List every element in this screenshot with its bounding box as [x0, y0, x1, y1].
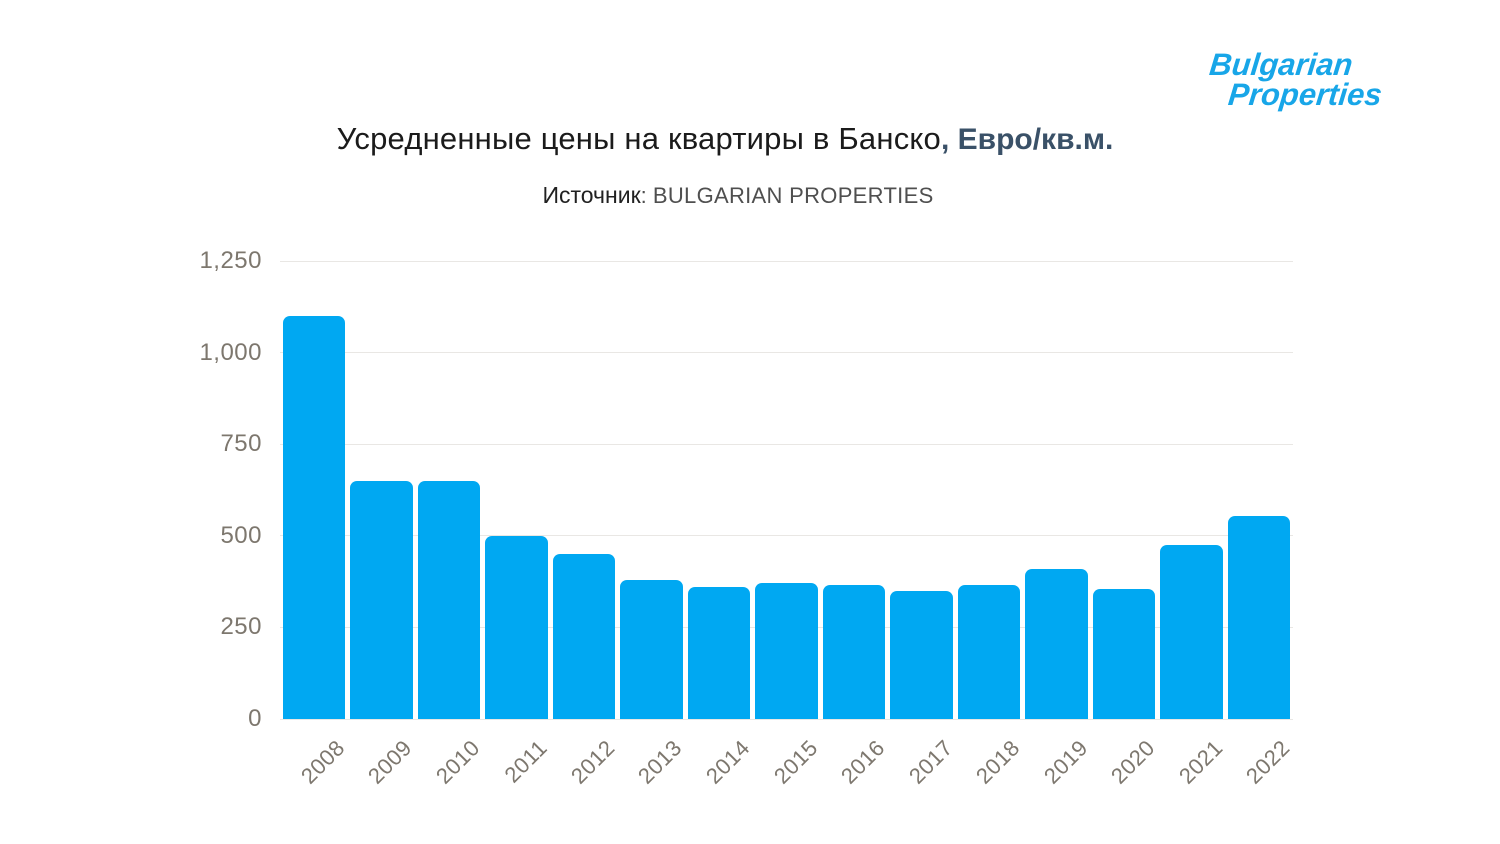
bar-2022	[1227, 515, 1291, 719]
bar-2021	[1160, 544, 1223, 719]
chart-source: Источник: BULGARIAN PROPERTIES	[0, 182, 1476, 209]
x-tick-2021: 2021	[1173, 735, 1228, 789]
bar-2018	[957, 585, 1021, 719]
gridline-500	[280, 535, 1293, 537]
y-tick-500: 500	[220, 521, 262, 549]
bulgarian-properties-logo: Bulgarian Properties	[1205, 47, 1387, 112]
chart-title-main: Усредненные цены на квартиры в Банско	[336, 121, 941, 156]
bar-2014	[687, 587, 751, 719]
y-tick-750: 750	[220, 430, 262, 458]
x-tick-2009: 2009	[363, 735, 417, 789]
y-tick-1250: 1,250	[199, 247, 262, 274]
chart-title: Усредненные цены на квартиры в Банско, Е…	[0, 121, 1450, 157]
logo-text-bulgarian: Bulgarian	[1207, 47, 1355, 82]
chart-title-units: , Евро/кв.м.	[940, 123, 1114, 156]
source-value: BULGARIAN PROPERTIES	[652, 183, 934, 208]
bar-2009	[350, 480, 413, 719]
bar-2020	[1092, 588, 1156, 719]
y-tick-250: 250	[220, 613, 262, 641]
x-tick-2020: 2020	[1106, 735, 1160, 789]
bar-2019	[1025, 568, 1088, 719]
bar-2016	[822, 585, 886, 719]
x-tick-2013: 2013	[633, 735, 688, 789]
y-tick-1000: 1,000	[199, 338, 262, 366]
bar-2012	[552, 554, 616, 719]
gridline-750	[280, 443, 1293, 445]
gridline-1250	[280, 260, 1293, 262]
x-tick-2022: 2022	[1241, 735, 1295, 789]
bar-2017	[890, 590, 953, 719]
x-tick-2014: 2014	[700, 735, 755, 789]
bar-2015	[755, 583, 818, 719]
x-tick-2019: 2019	[1038, 735, 1093, 789]
x-tick-2011: 2011	[499, 735, 553, 788]
source-separator: :	[640, 183, 653, 208]
bar-2011	[485, 535, 548, 719]
gridline-0	[280, 718, 1293, 720]
x-tick-2010: 2010	[430, 735, 485, 789]
x-tick-2012: 2012	[565, 735, 620, 789]
y-tick-0: 0	[248, 705, 262, 732]
logo-text-properties: Properties	[1226, 77, 1384, 112]
x-tick-2017: 2017	[903, 735, 958, 789]
gridline-1000	[280, 352, 1293, 354]
x-tick-2015: 2015	[768, 735, 823, 789]
bar-2010	[417, 480, 481, 719]
bar-2013	[620, 579, 683, 719]
x-tick-2016: 2016	[836, 735, 890, 789]
bar-2008	[282, 315, 346, 719]
x-tick-2008: 2008	[295, 735, 350, 789]
x-tick-2018: 2018	[971, 735, 1025, 789]
source-label: Источник	[542, 182, 641, 208]
